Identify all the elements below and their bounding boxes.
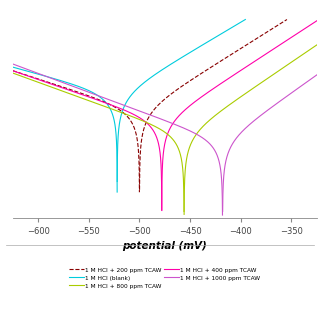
1 M HCl + 800 ppm TCAW — [247, 90, 251, 93]
1 M HCl + 800 ppm TCAW — [192, 137, 196, 140]
1 M HCl + 200 ppm TCAW — [207, 67, 211, 70]
1 M HCl (blank) — [148, 76, 152, 80]
1 M HCl + 400 ppm TCAW — [253, 59, 257, 63]
1 M HCl (blank) — [182, 54, 186, 58]
1 M HCl (blank) — [173, 60, 177, 64]
1 M HCl (blank) — [178, 56, 182, 60]
1 M HCl + 800 ppm TCAW — [208, 118, 212, 122]
1 M HCl + 200 ppm TCAW — [249, 40, 252, 44]
1 M HCl + 1000 ppm TCAW — [221, 210, 225, 213]
1 M HCl + 200 ppm TCAW — [138, 188, 141, 192]
1 M HCl + 800 ppm TCAW — [182, 212, 186, 216]
1 M HCl + 400 ppm TCAW — [289, 36, 293, 40]
1 M HCl + 200 ppm TCAW — [142, 125, 146, 129]
1 M HCl + 400 ppm TCAW — [292, 34, 296, 37]
1 M HCl + 800 ppm TCAW — [302, 52, 306, 56]
1 M HCl + 800 ppm TCAW — [229, 102, 233, 106]
1 M HCl + 1000 ppm TCAW — [284, 95, 288, 99]
1 M HCl (blank) — [244, 18, 247, 21]
1 M HCl + 200 ppm TCAW — [285, 18, 289, 21]
1 M HCl + 400 ppm TCAW — [315, 19, 319, 23]
1 M HCl + 1000 ppm TCAW — [315, 73, 319, 77]
1 M HCl + 1000 ppm TCAW — [242, 127, 246, 131]
Legend: 1 M HCl + 200 ppm TCAW, 1 M HCl (blank), 1 M HCl + 800 ppm TCAW, 1 M HCl + 400 p: 1 M HCl + 200 ppm TCAW, 1 M HCl (blank),… — [68, 266, 262, 290]
1 M HCl + 200 ppm TCAW — [221, 58, 225, 61]
1 M HCl + 400 ppm TCAW — [307, 24, 311, 28]
1 M HCl (blank) — [203, 42, 207, 45]
1 M HCl + 400 ppm TCAW — [213, 86, 217, 90]
1 M HCl + 1000 ppm TCAW — [312, 75, 316, 79]
Line: 1 M HCl + 400 ppm TCAW: 1 M HCl + 400 ppm TCAW — [162, 21, 317, 211]
Line: 1 M HCl (blank): 1 M HCl (blank) — [117, 20, 245, 181]
Line: 1 M HCl + 800 ppm TCAW: 1 M HCl + 800 ppm TCAW — [184, 45, 317, 214]
1 M HCl (blank) — [115, 180, 119, 183]
Line: 1 M HCl + 1000 ppm TCAW: 1 M HCl + 1000 ppm TCAW — [223, 75, 317, 212]
1 M HCl + 1000 ppm TCAW — [284, 95, 288, 99]
1 M HCl + 400 ppm TCAW — [206, 91, 210, 94]
1 M HCl + 200 ppm TCAW — [215, 62, 219, 66]
1 M HCl + 400 ppm TCAW — [160, 209, 164, 212]
1 M HCl + 1000 ppm TCAW — [288, 92, 292, 96]
1 M HCl + 800 ppm TCAW — [315, 43, 319, 47]
Line: 1 M HCl + 200 ppm TCAW: 1 M HCl + 200 ppm TCAW — [140, 20, 287, 190]
1 M HCl + 1000 ppm TCAW — [236, 135, 240, 139]
1 M HCl + 800 ppm TCAW — [308, 48, 311, 52]
1 M HCl (blank) — [159, 69, 163, 73]
X-axis label: potential (mV): potential (mV) — [123, 241, 207, 251]
1 M HCl + 200 ppm TCAW — [179, 85, 183, 89]
